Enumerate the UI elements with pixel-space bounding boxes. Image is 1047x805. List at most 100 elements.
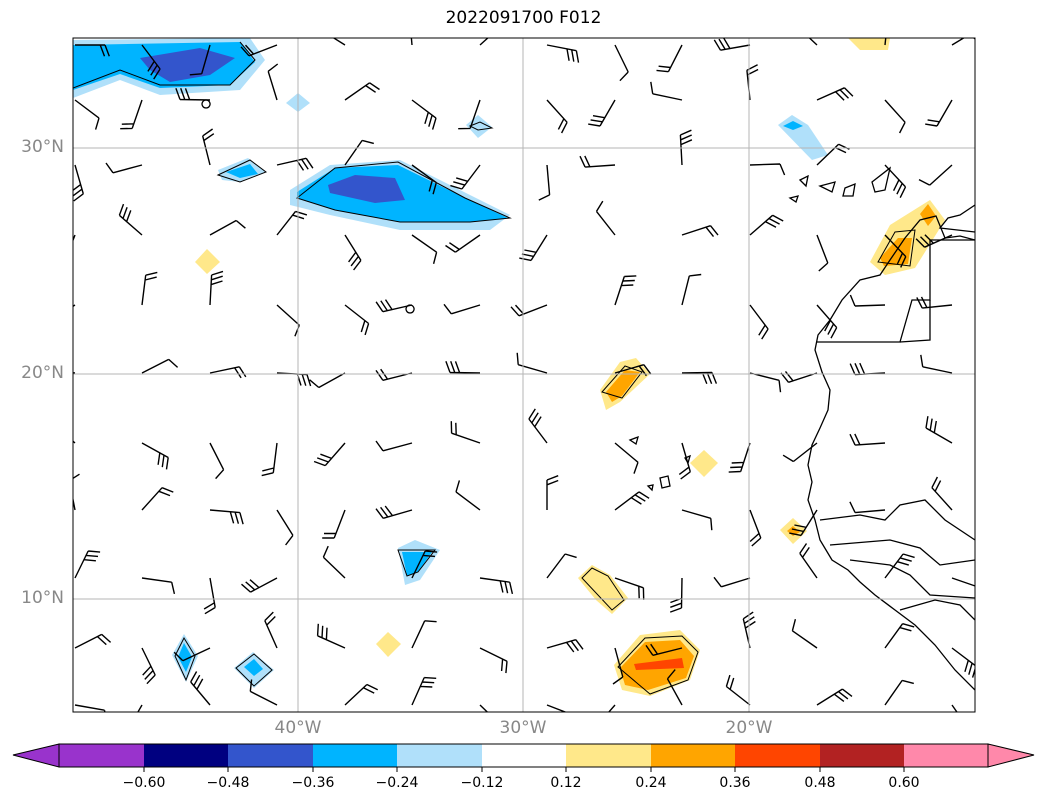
wind-barb (538, 164, 551, 201)
wind-barb (411, 164, 437, 195)
wind-barb (666, 669, 683, 706)
wind-barb (240, 44, 278, 57)
wind-barb (607, 704, 616, 712)
wind-barb (209, 509, 244, 525)
wind-barb (645, 643, 683, 656)
wind-barb (73, 234, 76, 243)
wind-barb (375, 505, 413, 519)
wind-barb (749, 372, 782, 393)
lon-label-20w: 20°W (725, 718, 773, 738)
wind-barb (884, 553, 915, 579)
wind-barb (209, 270, 224, 306)
wind-barb (595, 200, 616, 236)
map-frame (72, 37, 976, 713)
wind-barb (141, 358, 179, 374)
wind-barb (915, 234, 953, 248)
colorbar-segment (735, 744, 820, 767)
wind-barb (322, 509, 346, 539)
wind-barb (458, 99, 481, 130)
wind-barb (614, 275, 637, 306)
wind-barb (267, 63, 279, 101)
wind-barb (749, 214, 784, 236)
colorbar-tick-label: −0.48 (206, 775, 250, 791)
wind-barb (749, 509, 762, 547)
wind-barb (249, 679, 278, 706)
colorbar-extend-low (12, 743, 60, 768)
colorbar-segment (397, 744, 482, 767)
colorbar-tick-label: 0.48 (804, 775, 836, 791)
wind-barb (884, 164, 907, 199)
wind-barb (614, 491, 650, 511)
colorbar-tick-label: −0.60 (122, 775, 166, 791)
wind-barb (175, 87, 211, 101)
wind-barb (344, 82, 380, 101)
wind-barb (202, 128, 215, 166)
wind-barb (656, 44, 683, 73)
wind-barb (276, 157, 314, 171)
wind-barb (209, 366, 247, 379)
colorbar-tick-label: −0.36 (291, 775, 335, 791)
wind-barb (679, 129, 693, 166)
wind-barb (713, 576, 751, 588)
wind-barb (669, 577, 683, 613)
wind-barb (209, 442, 225, 480)
wind-barb (261, 442, 278, 477)
wind-barb (105, 162, 143, 174)
colorbar-segment (904, 744, 988, 767)
wind-barb (884, 99, 906, 134)
wind-barb (74, 99, 100, 130)
wind-barb (241, 577, 278, 593)
wind-barb (925, 99, 953, 127)
colorbar-segment (566, 744, 651, 767)
wind-barb (546, 704, 568, 712)
wind-barb (816, 234, 829, 272)
wind-barb (742, 611, 756, 649)
wind-barb (918, 164, 953, 186)
colorbar-tick-label: −0.12 (460, 775, 504, 791)
wind-barbs (73, 38, 975, 712)
wind-barb (141, 44, 161, 80)
wind-barb (344, 304, 370, 336)
wind-barb (189, 44, 211, 76)
wind-barb (479, 577, 514, 595)
wind-barb (411, 676, 437, 706)
colorbar-extend-high (987, 743, 1035, 768)
wind-barb (951, 577, 975, 587)
wind-barb (322, 545, 346, 579)
wind-barb (410, 38, 413, 46)
wind-barb (951, 704, 958, 712)
wind-barb (884, 679, 914, 706)
contour-lines (73, 41, 916, 695)
wind-barb (344, 139, 374, 166)
colorbar-segment (313, 744, 397, 767)
wind-barb (479, 704, 489, 712)
positive-shading (195, 38, 945, 696)
wind-barb (479, 647, 508, 674)
wind-barb (546, 553, 577, 579)
colorbar-segment (228, 744, 313, 767)
wind-barb (276, 509, 294, 546)
wind-barb (519, 234, 548, 262)
wind-barb (75, 44, 110, 57)
colorbar-tick-label: 0.60 (888, 775, 920, 791)
gridlines (73, 38, 975, 712)
wind-barb (849, 501, 886, 514)
wind-barb (510, 304, 548, 317)
wind-barb (849, 433, 886, 446)
wind-barb (276, 372, 312, 387)
lon-label-30w: 30°W (499, 718, 547, 738)
colorbar-segment (482, 744, 566, 767)
wind-barb (344, 683, 379, 706)
wind-barb (203, 577, 216, 615)
wind-barb (884, 234, 907, 268)
wind-barb (443, 303, 481, 315)
wind-barb (118, 203, 143, 236)
wind-barb (808, 38, 818, 46)
wind-barb (332, 38, 346, 46)
wind-barb (141, 271, 158, 306)
wind-barb (951, 38, 975, 46)
wind-barb (916, 296, 953, 309)
wind-barb (884, 623, 915, 649)
wind-barb (780, 370, 818, 383)
